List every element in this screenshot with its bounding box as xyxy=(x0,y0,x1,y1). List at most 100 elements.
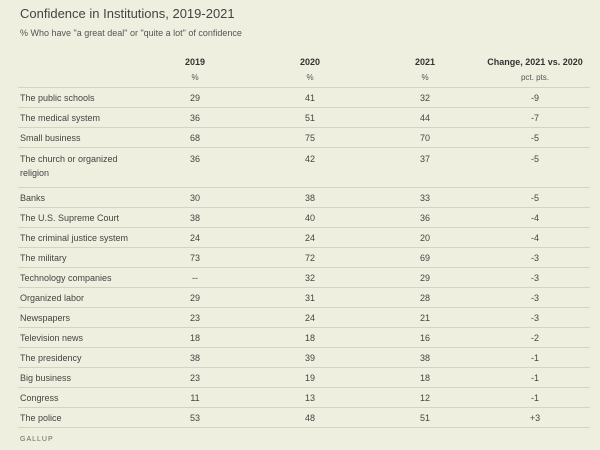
cell-2019: 53 xyxy=(140,407,250,428)
unit-2020: % xyxy=(250,67,370,88)
cell-2021: 69 xyxy=(370,247,480,268)
cell-2020: 32 xyxy=(250,267,370,288)
cell-institution: Banks xyxy=(18,187,140,208)
cell-change: -5 xyxy=(480,147,590,188)
table-row: Television news 18 18 16 -2 xyxy=(18,327,590,348)
cell-change: -9 xyxy=(480,87,590,108)
cell-2019: -- xyxy=(140,267,250,288)
table-row: Organized labor 29 31 28 -3 xyxy=(18,287,590,308)
cell-institution: The U.S. Supreme Court xyxy=(18,207,140,228)
header-change: Change, 2021 vs. 2020 xyxy=(487,57,583,67)
cell-2019: 30 xyxy=(140,187,250,208)
cell-institution: Organized labor xyxy=(18,287,140,308)
units-row: % % % pct. pts. xyxy=(18,67,590,88)
cell-institution: The police xyxy=(18,407,140,428)
table-row: Newspapers 23 24 21 -3 xyxy=(18,307,590,328)
cell-2020: 41 xyxy=(250,87,370,108)
cell-2020: 42 xyxy=(250,147,370,188)
cell-institution: The medical system xyxy=(18,107,140,128)
cell-2020: 40 xyxy=(250,207,370,228)
cell-2019: 29 xyxy=(140,287,250,308)
unit-institution xyxy=(18,67,140,88)
table-row: The U.S. Supreme Court 38 40 36 -4 xyxy=(18,207,590,228)
cell-2019: 24 xyxy=(140,227,250,248)
cell-change: -5 xyxy=(480,187,590,208)
cell-change: -3 xyxy=(480,247,590,268)
cell-2020: 13 xyxy=(250,387,370,408)
page-title: Confidence in Institutions, 2019-2021 xyxy=(20,6,235,21)
cell-change: -3 xyxy=(480,267,590,288)
table-row: The church or organized religion 36 42 37 -5 xyxy=(18,147,590,188)
table-row: The criminal justice system 24 24 20 -4 xyxy=(18,227,590,248)
header-institution xyxy=(18,48,140,67)
cell-2019: 73 xyxy=(140,247,250,268)
cell-change: -1 xyxy=(480,387,590,408)
cell-change: -5 xyxy=(480,127,590,148)
cell-2019: 18 xyxy=(140,327,250,348)
cell-2020: 39 xyxy=(250,347,370,368)
cell-2021: 36 xyxy=(370,207,480,228)
cell-2019: 29 xyxy=(140,87,250,108)
header-2021: 2021 xyxy=(414,57,436,67)
header-row: 2019 2020 2021 Change, 2021 vs. 2020 xyxy=(18,48,590,67)
cell-institution: Technology companies xyxy=(18,267,140,288)
cell-institution: The military xyxy=(18,247,140,268)
cell-institution: Television news xyxy=(18,327,140,348)
cell-2021: 37 xyxy=(370,147,480,188)
cell-institution: Congress xyxy=(18,387,140,408)
table-row: Congress 11 13 12 -1 xyxy=(18,387,590,408)
table-row: Banks 30 38 33 -5 xyxy=(18,187,590,208)
cell-2021: 44 xyxy=(370,107,480,128)
unit-change: pct. pts. xyxy=(480,67,590,88)
cell-2021: 21 xyxy=(370,307,480,328)
cell-2021: 32 xyxy=(370,87,480,108)
cell-2020: 19 xyxy=(250,367,370,388)
cell-2020: 51 xyxy=(250,107,370,128)
confidence-table: 2019 2020 2021 Change, 2021 vs. 2020 % %… xyxy=(18,48,590,428)
subtitle: % Who have "a great deal" or "quite a lo… xyxy=(20,28,242,38)
cell-2020: 24 xyxy=(250,307,370,328)
cell-2020: 18 xyxy=(250,327,370,348)
cell-2019: 36 xyxy=(140,107,250,128)
cell-2019: 68 xyxy=(140,127,250,148)
cell-2019: 38 xyxy=(140,207,250,228)
cell-change: -1 xyxy=(480,347,590,368)
table-row: Small business 68 75 70 -5 xyxy=(18,127,590,148)
cell-2021: 29 xyxy=(370,267,480,288)
cell-institution: Newspapers xyxy=(18,307,140,328)
cell-change: -4 xyxy=(480,207,590,228)
cell-2019: 23 xyxy=(140,367,250,388)
table-row: Big business 23 19 18 -1 xyxy=(18,367,590,388)
cell-2021: 18 xyxy=(370,367,480,388)
cell-institution: The criminal justice system xyxy=(18,227,140,248)
cell-2020: 75 xyxy=(250,127,370,148)
cell-2019: 38 xyxy=(140,347,250,368)
table-row: The police 53 48 51 +3 xyxy=(18,407,590,428)
table-row: The military 73 72 69 -3 xyxy=(18,247,590,268)
cell-2021: 16 xyxy=(370,327,480,348)
table-body: The public schools 29 41 32 -9 The medical sy… xyxy=(18,87,590,428)
cell-2021: 20 xyxy=(370,227,480,248)
cell-2021: 38 xyxy=(370,347,480,368)
cell-2021: 28 xyxy=(370,287,480,308)
cell-2021: 51 xyxy=(370,407,480,428)
unit-2019: % xyxy=(140,67,250,88)
cell-2021: 12 xyxy=(370,387,480,408)
cell-2020: 72 xyxy=(250,247,370,268)
cell-institution: Small business xyxy=(18,127,140,148)
cell-2021: 33 xyxy=(370,187,480,208)
cell-2019: 23 xyxy=(140,307,250,328)
header-2019: 2019 xyxy=(184,57,206,67)
cell-institution: The public schools xyxy=(18,87,140,108)
table-row: The presidency 38 39 38 -1 xyxy=(18,347,590,368)
cell-institution: The church or organized religion xyxy=(18,147,140,188)
cell-2021: 70 xyxy=(370,127,480,148)
cell-change: -3 xyxy=(480,307,590,328)
cell-change: -1 xyxy=(480,367,590,388)
cell-change: -3 xyxy=(480,287,590,308)
cell-change: -7 xyxy=(480,107,590,128)
table-row: The public schools 29 41 32 -9 xyxy=(18,87,590,108)
cell-institution: Big business xyxy=(18,367,140,388)
cell-change: -4 xyxy=(480,227,590,248)
cell-2020: 48 xyxy=(250,407,370,428)
